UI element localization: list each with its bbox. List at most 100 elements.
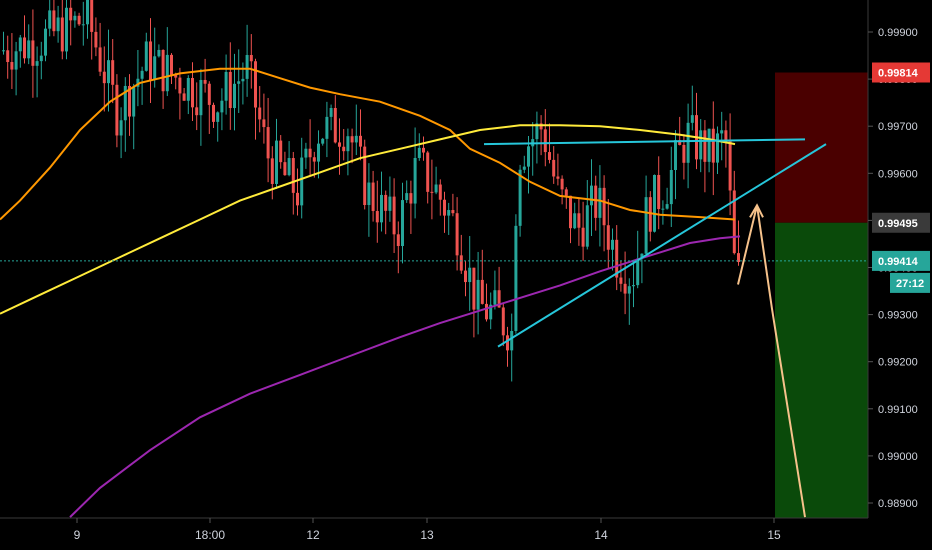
time-tick-label: 14 — [594, 528, 608, 542]
candle-body — [69, 7, 73, 21]
candle-body — [144, 41, 148, 71]
candle-body — [56, 17, 60, 32]
candle-body — [44, 28, 47, 56]
candle-body — [556, 176, 560, 179]
candle-body — [464, 270, 467, 283]
candle-body — [396, 234, 400, 247]
candle-body — [724, 130, 728, 141]
candle-body — [590, 185, 593, 206]
price-badge-label: 0.99495 — [878, 218, 918, 230]
time-tick-label: 12 — [306, 528, 320, 542]
candle-body — [111, 60, 115, 85]
candle-body — [249, 55, 253, 62]
candle-body — [661, 208, 665, 210]
candle-body — [489, 304, 493, 320]
candle-body — [132, 86, 136, 117]
candle-body — [548, 152, 551, 160]
candle-body — [329, 108, 333, 117]
candle-body — [636, 258, 640, 286]
candle-body — [669, 169, 673, 205]
candle-body — [18, 37, 22, 52]
candle-body — [296, 192, 299, 206]
candle-body — [501, 307, 505, 336]
candle-body — [39, 55, 43, 62]
candle-body — [170, 54, 173, 75]
candle-body — [577, 213, 581, 228]
candle-body — [165, 54, 169, 92]
candle-body — [136, 78, 140, 87]
candle-body — [728, 140, 732, 191]
candle-body — [707, 128, 711, 162]
candle-body — [443, 199, 446, 216]
candle-body — [321, 138, 325, 144]
candle-body — [186, 78, 190, 101]
candle-body — [304, 148, 308, 158]
candle-body — [86, 0, 89, 25]
countdown-badge — [890, 272, 930, 293]
candle-body — [10, 62, 14, 70]
time-axis[interactable] — [0, 518, 868, 550]
candle-body — [195, 107, 199, 116]
resistance-trendline — [483, 138, 806, 146]
candle-body — [518, 169, 522, 226]
candle-body — [52, 10, 56, 32]
candle-body — [228, 71, 232, 109]
candle-body — [123, 85, 127, 121]
candle-body — [149, 41, 152, 81]
candle-body — [65, 7, 68, 52]
candle-body — [611, 239, 614, 250]
moving-averages — [0, 67, 741, 518]
candle-body — [426, 152, 430, 192]
candle-body — [375, 211, 379, 223]
candle-body — [312, 157, 316, 162]
candle-body — [674, 140, 677, 170]
candle-body — [245, 55, 249, 79]
candle-body — [648, 197, 652, 232]
candle-body — [493, 290, 497, 305]
price-badge-label: 0.99414 — [878, 256, 919, 268]
candle-body — [539, 123, 543, 130]
candle-body — [270, 158, 274, 184]
support-trendline — [497, 143, 827, 348]
candle-body — [6, 50, 10, 63]
candle-body — [716, 133, 719, 163]
candle-body — [216, 112, 220, 122]
candle-body — [476, 279, 480, 310]
candle-body — [602, 187, 606, 226]
candle-body — [203, 79, 207, 84]
candle-body — [598, 187, 602, 218]
candle-body — [346, 136, 350, 152]
candle-body — [140, 70, 144, 79]
candle-body — [682, 144, 686, 163]
candle-body — [73, 15, 77, 21]
candle-body — [31, 40, 35, 66]
candle-body — [405, 193, 409, 201]
candle-body — [686, 122, 690, 163]
candle-body — [199, 79, 203, 116]
candle-body — [102, 71, 106, 84]
candle-body — [527, 146, 530, 167]
candle-body — [254, 61, 257, 108]
candle-body — [35, 61, 39, 66]
candle-body — [27, 40, 31, 59]
candle-body — [233, 83, 236, 109]
candle-body — [279, 140, 283, 163]
candle-body — [653, 174, 656, 232]
candle-body — [90, 0, 94, 32]
moving-average-purple — [69, 235, 741, 518]
projection-arrowhead — [749, 203, 764, 218]
candle-body — [191, 78, 194, 108]
candle-body — [514, 225, 518, 331]
moving-average-yellow — [0, 124, 736, 315]
candle-body — [472, 267, 476, 310]
candle-body — [422, 147, 425, 153]
candle-body — [157, 49, 161, 57]
candle-body — [287, 158, 291, 176]
candle-body — [438, 184, 442, 200]
candlestick-series — [2, 0, 740, 382]
candle-body — [455, 213, 459, 256]
candle-body — [338, 142, 341, 147]
candle-body — [401, 200, 404, 247]
candle-body — [720, 130, 724, 134]
